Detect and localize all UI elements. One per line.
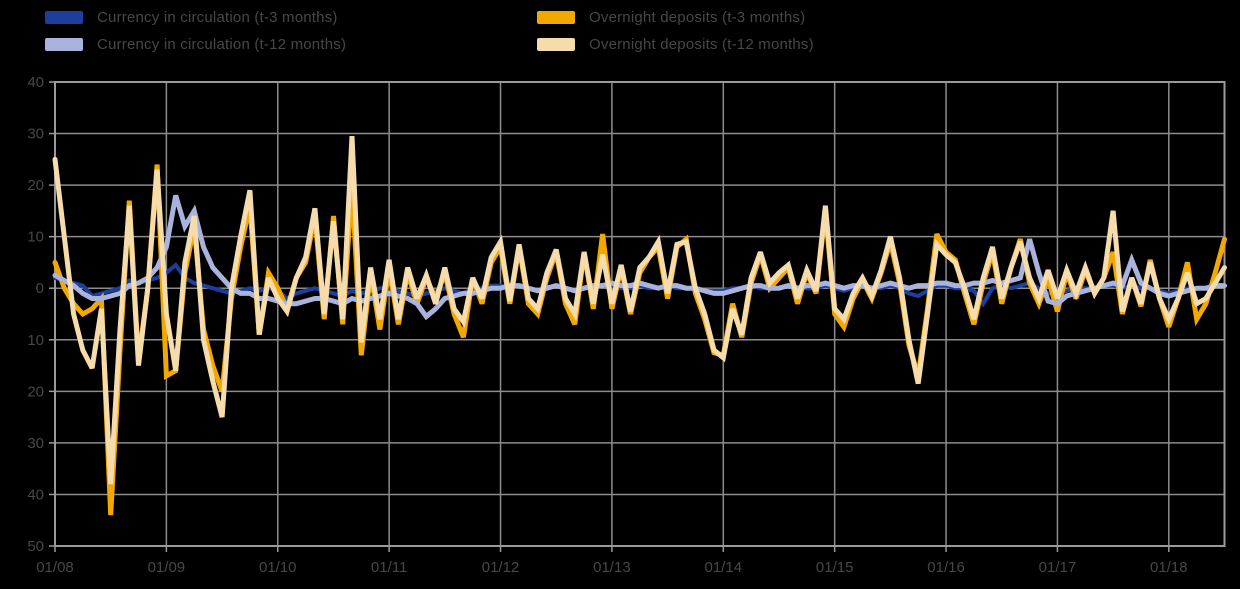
y-axis-label: 30: [27, 126, 44, 143]
legend-swatch-overnight-3m: [537, 10, 575, 24]
legend-label-overnight-3m: Overnight deposits (t-3 months): [589, 8, 806, 26]
legend-swatch-currency-12m: [45, 37, 83, 51]
x-axis-label: 01/18: [1150, 559, 1188, 576]
series-line-currency-12m: [52, 194, 1227, 321]
y-axis-label: 30: [27, 435, 44, 452]
x-axis-label: 01/08: [36, 559, 74, 576]
legend-swatch-overnight-12m: [537, 37, 575, 51]
plot-border: [54, 81, 1226, 547]
x-axis-label: 01/17: [1039, 559, 1077, 576]
x-axis-label: 01/15: [816, 559, 854, 576]
series-line-overnight-12m: [52, 135, 1227, 485]
y-axis-label: 10: [27, 229, 44, 246]
x-axis-label: 01/16: [927, 559, 965, 576]
y-axis-label: 40: [27, 74, 44, 91]
x-axis-label: 01/09: [148, 559, 186, 576]
y-axis-label: 0: [36, 280, 44, 297]
x-axis-label: 01/13: [593, 559, 631, 576]
y-axis-label: 50: [27, 538, 44, 555]
legend-label-overnight-12m: Overnight deposits (t-12 months): [589, 35, 814, 53]
legend-label-currency-3m: Currency in circulation (t-3 months): [97, 8, 338, 26]
y-axis-label: 20: [27, 383, 44, 400]
legend-item-overnight-12m: Overnight deposits (t-12 months): [537, 35, 814, 53]
x-axis-label: 01/11: [371, 559, 407, 576]
legend-item-currency-3m: Currency in circulation (t-3 months): [45, 8, 338, 26]
x-axis-label: 01/14: [705, 559, 743, 576]
legend-swatch-currency-3m: [45, 10, 83, 24]
x-axis-label: 01/12: [482, 559, 520, 576]
y-axis-label: 40: [27, 486, 44, 503]
legend-item-overnight-3m: Overnight deposits (t-3 months): [537, 8, 805, 26]
y-axis-label: 10: [27, 332, 44, 349]
x-axis-label: 01/10: [259, 559, 297, 576]
legend-item-currency-12m: Currency in circulation (t-12 months): [45, 35, 346, 53]
y-axis-label: 20: [27, 177, 44, 194]
legend-label-currency-12m: Currency in circulation (t-12 months): [97, 35, 347, 53]
